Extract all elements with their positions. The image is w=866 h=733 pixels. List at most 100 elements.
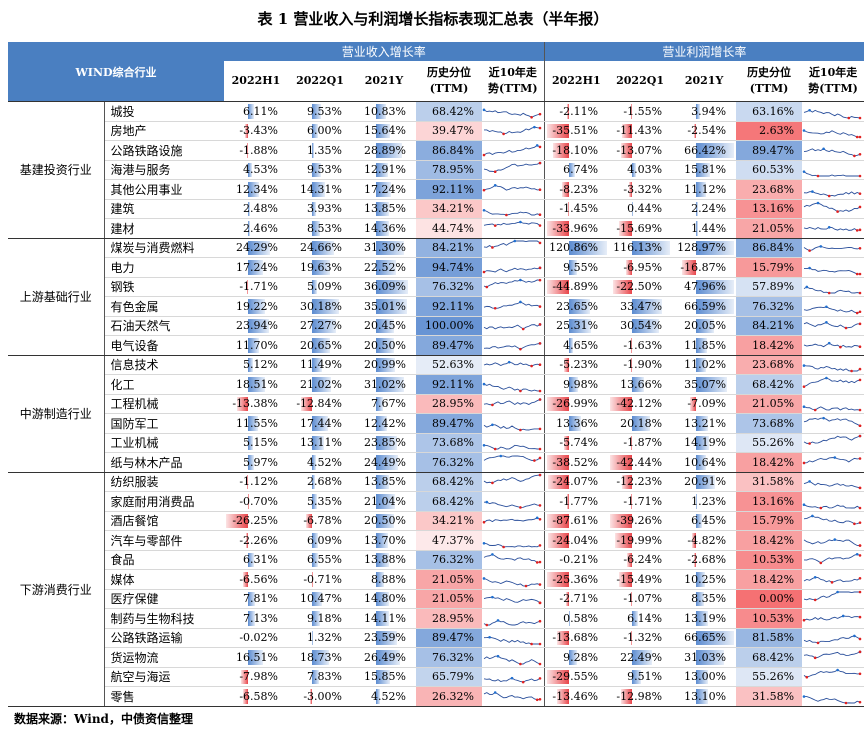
growth-value: -1.88% bbox=[239, 143, 278, 157]
sparkline-high-marker bbox=[808, 108, 811, 112]
sparkline-chart bbox=[803, 305, 862, 315]
sub-industry-name: 医疗保健 bbox=[104, 589, 224, 609]
sparkline-high-marker bbox=[836, 590, 839, 594]
sparkline-last-marker bbox=[858, 456, 862, 460]
sparkline-low-marker bbox=[485, 623, 489, 627]
data-bar bbox=[312, 591, 322, 606]
sub-industry-name: 食品 bbox=[104, 550, 224, 570]
ten-year-trend-sparkline bbox=[482, 472, 545, 492]
sparkline-chart bbox=[482, 541, 542, 549]
data-bar bbox=[632, 377, 645, 392]
profit-growth-cell: -38.52% bbox=[543, 452, 609, 473]
revenue-growth-cell: -1.88% bbox=[224, 140, 288, 161]
growth-value: 16.51% bbox=[236, 650, 278, 664]
sparkline-path bbox=[483, 517, 541, 523]
data-bar bbox=[632, 611, 638, 626]
profit-growth-cell: -19.99% bbox=[608, 530, 673, 551]
growth-value: -19.99% bbox=[616, 533, 663, 547]
revenue-growth-cell: 22.52% bbox=[352, 257, 416, 278]
data-bar bbox=[248, 435, 253, 450]
sparkline-chart bbox=[803, 321, 862, 330]
historical-percentile: 31.58% bbox=[736, 686, 803, 707]
sparkline-low-marker bbox=[521, 327, 525, 331]
data-bar bbox=[312, 552, 319, 567]
historical-percentile: 23.68% bbox=[736, 355, 803, 375]
historical-percentile: 47.37% bbox=[416, 530, 482, 551]
sparkline-chart bbox=[483, 323, 542, 331]
sparkline-last-marker bbox=[858, 368, 862, 371]
historical-percentile: 68.42% bbox=[416, 472, 482, 492]
data-bar bbox=[557, 689, 569, 704]
sparkline-last-marker bbox=[538, 601, 542, 605]
profit-growth-cell: 6.74% bbox=[543, 160, 609, 180]
data-bar bbox=[564, 357, 569, 372]
sparkline-chart bbox=[802, 614, 862, 622]
growth-value: 4.52% bbox=[371, 689, 406, 703]
sparkline-last-marker bbox=[538, 145, 542, 148]
growth-value: 18.51% bbox=[236, 377, 278, 391]
ten-year-trend-sparkline bbox=[802, 355, 865, 375]
growth-value: 11.02% bbox=[684, 358, 727, 372]
revenue-growth-cell: -12.84% bbox=[288, 394, 352, 414]
revenue-growth-cell: 15.85% bbox=[352, 667, 416, 687]
revenue-growth-cell: -1.71% bbox=[224, 277, 288, 297]
data-bar bbox=[376, 689, 381, 704]
data-bar bbox=[694, 552, 697, 567]
sparkline-last-marker bbox=[538, 619, 542, 623]
sparkline-last-marker bbox=[538, 642, 542, 646]
data-bar bbox=[696, 357, 707, 372]
historical-percentile: 89.47% bbox=[416, 628, 482, 648]
revenue-growth-cell: 13.88% bbox=[352, 550, 416, 570]
revenue-growth-cell: 21.02% bbox=[288, 374, 352, 395]
column-header: 近10年走 势(TTM) bbox=[482, 61, 545, 102]
ten-year-trend-sparkline bbox=[802, 394, 865, 414]
growth-value: 13.10% bbox=[684, 689, 727, 703]
data-bar bbox=[376, 240, 404, 255]
growth-value: -26.99% bbox=[552, 397, 599, 411]
ten-year-trend-sparkline bbox=[482, 121, 545, 141]
growth-value: -12.98% bbox=[616, 689, 663, 703]
data-bar bbox=[566, 591, 569, 606]
sparkline-low-marker bbox=[521, 681, 525, 684]
revenue-growth-cell: -26.25% bbox=[224, 511, 288, 531]
growth-value: -8.23% bbox=[559, 182, 599, 196]
data-bar bbox=[312, 455, 317, 470]
table-row: 家庭耐用消费品 -0.70% 5.35% 21.04% 68.42% -1.77% -1.7… bbox=[8, 491, 865, 512]
revenue-growth-cell: 24.29% bbox=[224, 238, 288, 258]
data-bar bbox=[312, 260, 330, 275]
profit-growth-cell: -1.77% bbox=[543, 491, 609, 512]
profit-growth-cell: -1.87% bbox=[608, 433, 673, 453]
growth-value: 1.35% bbox=[307, 143, 342, 157]
table-row: 有色金属 19.22% 30.18% 35.01% 92.11% 23.65% 33.47%… bbox=[8, 296, 865, 317]
ten-year-trend-sparkline bbox=[482, 413, 545, 434]
historical-percentile: 13.16% bbox=[736, 199, 803, 219]
sparkline-chart bbox=[483, 398, 542, 407]
sparkline-path bbox=[803, 635, 861, 644]
growth-value: 5.09% bbox=[307, 280, 342, 294]
historical-percentile: 92.11% bbox=[416, 179, 482, 200]
ten-year-trend-sparkline bbox=[482, 277, 545, 297]
data-bar bbox=[696, 318, 715, 333]
sub-industry-name: 其他公用事业 bbox=[104, 179, 224, 200]
data-bar bbox=[696, 377, 728, 392]
ten-year-trend-sparkline bbox=[482, 179, 545, 200]
sparkline-chart bbox=[803, 650, 862, 659]
sparkline-high-marker bbox=[482, 382, 486, 386]
profit-growth-cell: -11.43% bbox=[608, 121, 673, 141]
data-bar bbox=[630, 494, 633, 509]
profit-growth-cell: 22.49% bbox=[608, 647, 673, 668]
profit-growth-cell: 25.31% bbox=[543, 316, 609, 336]
table-row: 酒店餐馆 -26.25% -6.78% 20.50% 34.21% -87.61% -39.… bbox=[8, 511, 865, 531]
revenue-growth-cell: 23.85% bbox=[352, 433, 416, 453]
growth-value: 8.88% bbox=[371, 572, 406, 586]
data-bar bbox=[568, 416, 581, 431]
column-header: 2021Y bbox=[352, 61, 416, 102]
sparkline-low-marker bbox=[839, 345, 842, 349]
data-bar bbox=[312, 318, 337, 333]
data-bar bbox=[312, 474, 315, 489]
revenue-growth-cell: 9.53% bbox=[288, 101, 352, 122]
sparkline-chart bbox=[483, 618, 542, 627]
sparkline-last-marker bbox=[858, 378, 862, 381]
profit-growth-cell: -22.50% bbox=[608, 277, 673, 297]
data-bar bbox=[696, 162, 711, 177]
